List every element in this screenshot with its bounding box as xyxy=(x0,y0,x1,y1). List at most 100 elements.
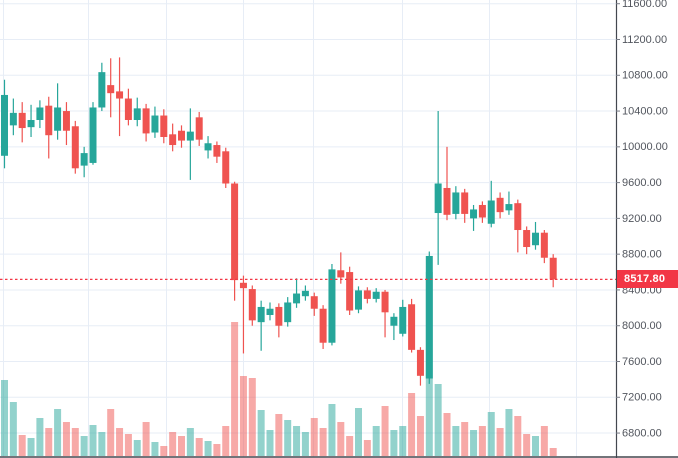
volume-bar xyxy=(328,404,336,456)
volume-bar xyxy=(36,418,44,456)
candle-body xyxy=(195,117,203,140)
volume-bar xyxy=(18,435,26,456)
candle-body xyxy=(178,130,185,141)
candle-body xyxy=(337,270,345,278)
candle-body xyxy=(487,200,495,224)
volume-bar xyxy=(275,414,283,456)
candle-body xyxy=(293,293,301,304)
candle-body xyxy=(222,151,230,184)
candle-body xyxy=(390,316,398,326)
candle-body xyxy=(319,308,327,343)
candle-body xyxy=(266,308,274,315)
volume-bar xyxy=(151,442,159,456)
candle-body xyxy=(416,349,424,376)
candle-body xyxy=(9,112,17,126)
candle-body xyxy=(257,306,265,323)
volume-bar xyxy=(239,376,247,456)
candle-body xyxy=(160,115,168,137)
candle-body xyxy=(248,289,256,321)
candle-body xyxy=(363,290,371,299)
volume-bar xyxy=(1,380,8,456)
volume-bar xyxy=(178,436,185,456)
price-axis-label: 9600.00 xyxy=(622,177,662,189)
volume-bar xyxy=(9,402,17,456)
candle-body xyxy=(71,126,79,169)
volume-bar xyxy=(470,430,478,456)
volume-bar xyxy=(222,426,230,456)
candle-body xyxy=(310,296,318,309)
volume-bar xyxy=(416,416,424,456)
candle-body xyxy=(470,209,478,219)
price-axis-label: 9200.00 xyxy=(622,213,662,225)
volume-bar xyxy=(204,441,212,456)
candle-body xyxy=(461,192,469,214)
candle-body xyxy=(523,230,531,248)
volume-bar xyxy=(523,434,531,456)
candle-body xyxy=(124,98,132,121)
volume-bar xyxy=(514,416,522,456)
candle-body xyxy=(275,306,283,326)
price-axis-label: 10000.00 xyxy=(622,141,668,153)
candle-body xyxy=(452,192,460,214)
price-axis-label: 11600.00 xyxy=(622,0,667,10)
candle-body xyxy=(496,197,504,213)
volume-bar xyxy=(284,420,292,456)
candle-body xyxy=(18,112,26,129)
volume-bar xyxy=(27,438,35,456)
candle-body xyxy=(443,187,451,215)
candle-body xyxy=(346,272,354,311)
volume-bar xyxy=(549,448,557,456)
candle-body xyxy=(425,255,433,379)
volume-bar xyxy=(80,436,88,456)
volume-bar xyxy=(399,426,407,456)
candle-body xyxy=(54,107,62,131)
volume-bar xyxy=(266,430,274,456)
candle-body xyxy=(328,269,336,343)
candle-body xyxy=(1,94,8,156)
candle-body xyxy=(80,153,88,166)
volume-bar xyxy=(310,418,318,456)
volume-bar xyxy=(355,408,362,456)
candle-body xyxy=(478,204,486,218)
volume-bar xyxy=(133,440,141,456)
volume-bar xyxy=(390,430,398,456)
volume-bar xyxy=(45,428,53,456)
candle-body xyxy=(213,145,221,157)
candle-body xyxy=(133,108,141,121)
candle-body xyxy=(116,91,124,99)
candle-body xyxy=(505,204,513,211)
candle-body xyxy=(62,111,70,131)
candle-body xyxy=(231,183,239,281)
volume-bar xyxy=(89,425,97,456)
price-axis-label: 8800.00 xyxy=(622,249,662,261)
price-axis-label: 6800.00 xyxy=(622,427,662,439)
volume-bar xyxy=(363,440,371,456)
volume-bar xyxy=(231,322,239,456)
candle-body xyxy=(169,134,177,146)
volume-bar xyxy=(142,422,150,456)
candle-body xyxy=(36,107,44,121)
price-axis-label: 7600.00 xyxy=(622,356,662,368)
volume-bar xyxy=(116,428,124,456)
price-axis-label: 10400.00 xyxy=(622,105,668,117)
volume-bar xyxy=(496,428,504,456)
price-axis-label: 11200.00 xyxy=(622,34,667,46)
volume-bar xyxy=(337,422,345,456)
volume-bar xyxy=(443,413,451,456)
candle-body xyxy=(434,183,442,214)
last-price-badge: 8517.80 xyxy=(617,270,678,289)
candle-body xyxy=(284,302,292,323)
volume-bars xyxy=(1,272,557,456)
candle-body xyxy=(399,306,407,334)
gridlines xyxy=(0,0,616,457)
volume-bar xyxy=(346,436,354,456)
volume-bar xyxy=(195,438,203,456)
volume-bar xyxy=(372,426,380,456)
volume-bar xyxy=(540,426,548,456)
candle-body xyxy=(372,291,380,299)
volume-bar xyxy=(478,426,486,456)
candle-body xyxy=(408,304,416,350)
volume-bar xyxy=(452,426,460,456)
